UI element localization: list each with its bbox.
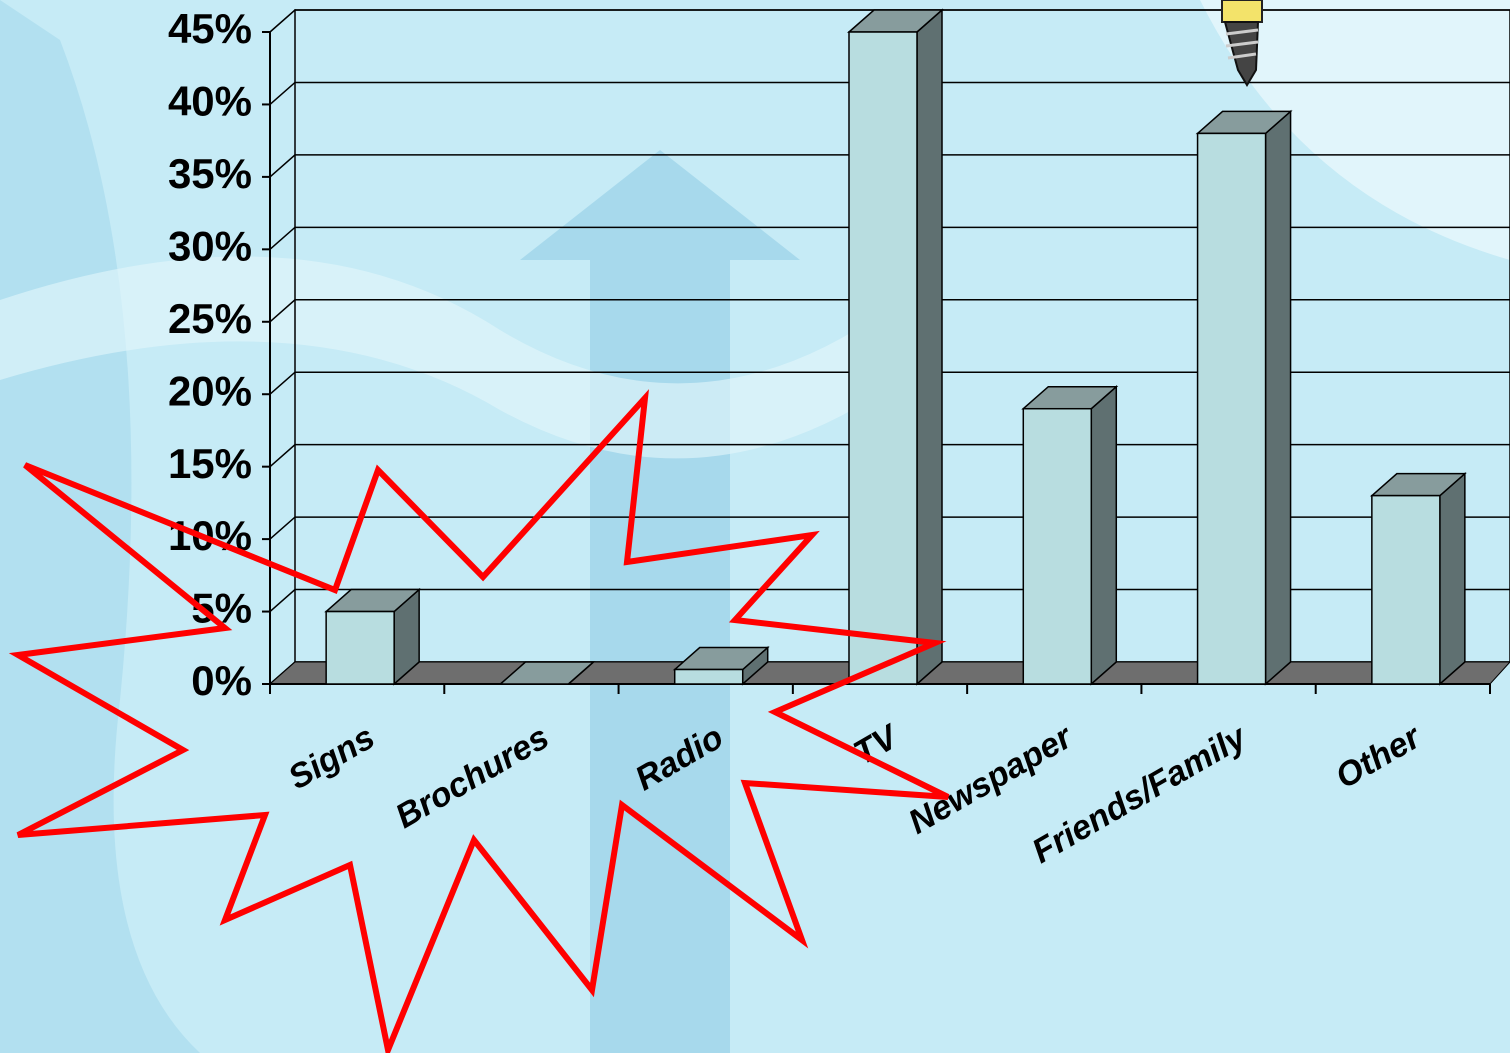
grid-line (269, 226, 1510, 250)
bar-front (673, 668, 744, 685)
bar-front (848, 31, 918, 685)
starburst (8, 389, 950, 1053)
background-cloud (0, 256, 900, 459)
bulb-base (1223, 21, 1260, 87)
y-tick-label: 25% (168, 295, 252, 342)
bar (847, 8, 944, 686)
grid-line (269, 371, 1510, 395)
bar (498, 661, 596, 685)
bar (1021, 385, 1119, 686)
bar (672, 645, 770, 686)
bar (1369, 471, 1467, 686)
bulb-thread (1225, 28, 1259, 60)
y-tick-label: 35% (168, 150, 252, 197)
bar-side (1264, 109, 1292, 686)
bar-side (1090, 385, 1118, 686)
y-tick-label: 30% (168, 222, 252, 269)
grid-line (269, 81, 1510, 106)
y-tick-label: 20% (168, 367, 252, 414)
bar-side (1439, 471, 1466, 686)
bar (1195, 109, 1293, 686)
y-tick-label: 40% (168, 78, 252, 125)
bar-front (1196, 132, 1267, 685)
bar-front (325, 610, 395, 685)
grid-line (269, 9, 1510, 33)
bar-top (498, 661, 596, 685)
y-tick-label: 45% (168, 5, 252, 52)
bar-front (1371, 494, 1441, 685)
background-swirl (1200, 0, 1510, 260)
bar (324, 587, 422, 686)
y-tick-label: 0% (191, 657, 252, 704)
grid-line (269, 154, 1510, 178)
grid-line (269, 299, 1510, 323)
lightbulb (1221, 0, 1263, 87)
bar-front (1022, 407, 1093, 685)
y-tick-label: 15% (168, 440, 252, 487)
bar-side (916, 8, 943, 686)
bulb (1221, 0, 1263, 23)
